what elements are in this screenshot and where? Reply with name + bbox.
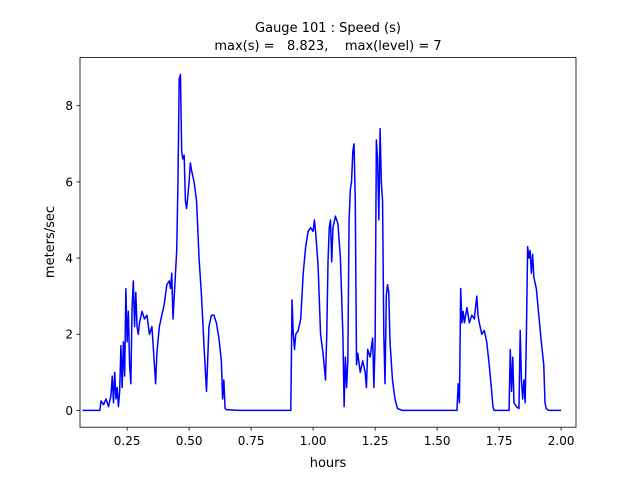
x-tick-label: 1.50 <box>424 434 451 448</box>
x-tick-label: 1.75 <box>486 434 513 448</box>
x-tick-label: 0.25 <box>114 434 141 448</box>
chart-subtitle: max(s) = 8.823, max(level) = 7 <box>214 39 441 54</box>
data-line <box>82 73 562 412</box>
chart-title: Gauge 101 : Speed (s) <box>255 21 401 36</box>
y-tick-label: 0 <box>65 404 73 418</box>
y-tick-label: 8 <box>65 99 73 113</box>
x-tick-label: 0.50 <box>176 434 203 448</box>
x-axis-label: hours <box>310 456 347 471</box>
y-tick-label: 2 <box>65 328 73 342</box>
x-tick-label: 1.00 <box>300 434 327 448</box>
y-tick-label: 6 <box>65 175 73 189</box>
y-axis-label: meters/sec <box>43 206 58 278</box>
x-tick-label: 0.75 <box>238 434 265 448</box>
x-tick-label: 2.00 <box>548 434 575 448</box>
x-tick-label: 1.25 <box>362 434 389 448</box>
plot-frame <box>79 57 577 428</box>
y-tick-label: 4 <box>65 252 73 266</box>
